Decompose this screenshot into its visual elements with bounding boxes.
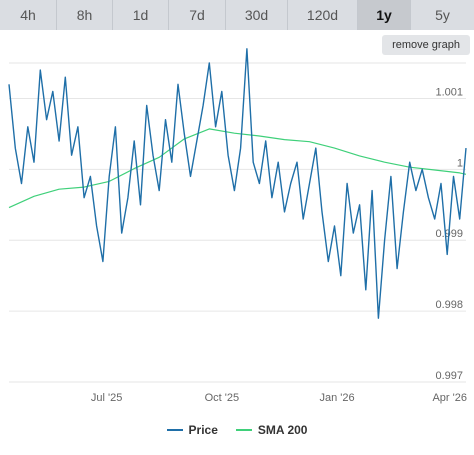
legend-item-sma[interactable]: SMA 200 [235,423,308,437]
tab-8h[interactable]: 8h [57,0,113,30]
tab-4h[interactable]: 4h [0,0,57,30]
tab-1y[interactable]: 1y [358,0,411,30]
tab-1d[interactable]: 1d [113,0,169,30]
remove-graph-button[interactable]: remove graph [382,35,470,55]
y-tick-label: 1.001 [435,86,463,98]
chart-legend: Price SMA 200 [0,420,474,440]
sma-200-series-line [8,128,467,209]
x-tick-label: Jul '25 [91,392,122,404]
series-lines [8,48,467,319]
tab-7d[interactable]: 7d [169,0,226,30]
legend-sma-label: SMA 200 [257,423,308,437]
tab-120d[interactable]: 120d [288,0,358,30]
y-tick-label: 0.998 [435,299,463,311]
x-axis-ticks: Jul '25 Oct '25 Jan '26 Apr '26 [91,392,467,404]
x-tick-label: Jan '26 [319,392,354,404]
timeframe-tabs: 4h 8h 1d 7d 30d 120d 1y 5y [0,0,474,30]
y-tick-label: 0.997 [435,370,463,382]
legend-price-label: Price [188,423,218,437]
legend-item-price[interactable]: Price [166,423,218,437]
sma-swatch-icon [235,429,252,431]
price-series-line [8,48,467,319]
tab-5y[interactable]: 5y [411,0,474,30]
y-tick-label: 1 [457,157,463,169]
grid-lines [9,62,466,383]
x-tick-label: Apr '26 [432,392,467,404]
x-tick-label: Oct '25 [205,392,240,404]
price-swatch-icon [166,429,183,431]
tab-30d[interactable]: 30d [226,0,288,30]
